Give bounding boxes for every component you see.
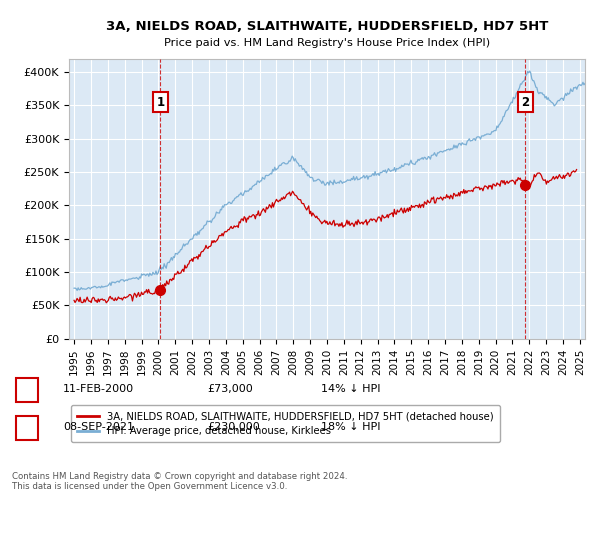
- Text: 1: 1: [157, 96, 164, 109]
- Text: 18% ↓ HPI: 18% ↓ HPI: [321, 422, 380, 432]
- Text: 14% ↓ HPI: 14% ↓ HPI: [321, 384, 380, 394]
- Text: 2: 2: [23, 421, 31, 434]
- Text: 08-SEP-2021: 08-SEP-2021: [63, 422, 134, 432]
- Text: Price paid vs. HM Land Registry's House Price Index (HPI): Price paid vs. HM Land Registry's House …: [164, 38, 490, 48]
- Text: 3A, NIELDS ROAD, SLAITHWAITE, HUDDERSFIELD, HD7 5HT: 3A, NIELDS ROAD, SLAITHWAITE, HUDDERSFIE…: [106, 20, 548, 32]
- Text: 11-FEB-2000: 11-FEB-2000: [63, 384, 134, 394]
- Legend: 3A, NIELDS ROAD, SLAITHWAITE, HUDDERSFIELD, HD7 5HT (detached house), HPI: Avera: 3A, NIELDS ROAD, SLAITHWAITE, HUDDERSFIE…: [71, 405, 500, 442]
- Text: 2: 2: [521, 96, 529, 109]
- Text: 1: 1: [23, 382, 31, 396]
- Text: £73,000: £73,000: [207, 384, 253, 394]
- Text: Contains HM Land Registry data © Crown copyright and database right 2024.
This d: Contains HM Land Registry data © Crown c…: [12, 472, 347, 491]
- Text: £230,000: £230,000: [207, 422, 260, 432]
